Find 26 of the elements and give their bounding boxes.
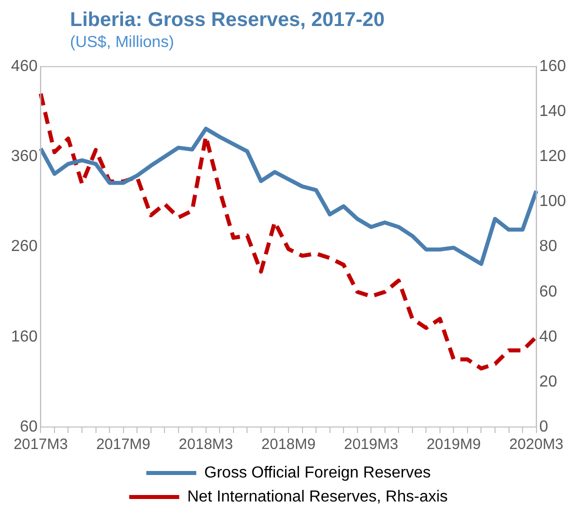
x-tick-label: 2018M9: [261, 436, 316, 454]
y-tick-label: 260: [10, 238, 38, 256]
legend-label: Gross Official Foreign Reserves: [204, 464, 431, 482]
y2-tick-label: 140: [539, 103, 566, 120]
x-tick-label: 2017M9: [96, 436, 150, 454]
y2-tick-label: 100: [539, 193, 566, 210]
chart-subtitle: (US$, Millions): [69, 33, 176, 53]
y2-tick-label: 20: [539, 373, 558, 390]
x-tick-label: 2018M3: [178, 436, 234, 454]
x-tick-label: 2017M3: [14, 436, 68, 454]
y-tick-label: 360: [10, 148, 38, 166]
y-tick-label: 160: [10, 328, 38, 346]
y2-tick-label: 0: [539, 418, 548, 436]
x-tick-label: 2020M3: [509, 436, 564, 454]
line-series: [38, 92, 538, 370]
y2-tick-label: 120: [539, 148, 566, 166]
x-tick-label: 2019M3: [344, 436, 398, 454]
y2-tick-label: 160: [539, 58, 566, 76]
y-tick-label: 60: [20, 418, 38, 436]
y2-tick-label: 40: [539, 328, 558, 346]
chart-title: Liberia: Gross Reserves, 2017-20: [69, 8, 386, 32]
y2-tick-label: 60: [539, 283, 558, 300]
y-tick-label: 460: [10, 58, 38, 76]
y2-tick-label: 80: [539, 238, 558, 256]
x-tick-label: 2019M9: [426, 436, 481, 454]
legend-label: Net International Reserves, Rhs-axis: [187, 488, 448, 506]
